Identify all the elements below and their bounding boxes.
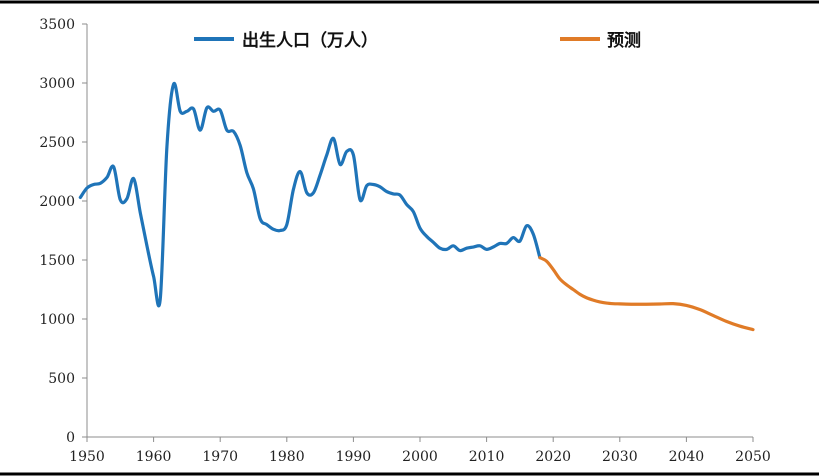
y-tick-label: 2000 xyxy=(39,194,75,210)
y-tick-label: 2500 xyxy=(39,135,75,151)
y-tick-label: 3500 xyxy=(39,17,75,33)
x-axis-ticks: 1950 1960 1970 1980 1990 2000 2010 2020 2030 2040… xyxy=(69,437,771,465)
y-tick-label: 500 xyxy=(48,371,75,387)
series-layer xyxy=(78,81,755,332)
y-tick-label: 0 xyxy=(66,430,75,446)
x-tick-label: 2050 xyxy=(735,449,771,465)
y-tick-label: 1000 xyxy=(39,312,75,328)
x-tick-label: 1950 xyxy=(69,449,105,465)
x-tick-label: 2040 xyxy=(669,449,705,465)
x-tick-label: 1970 xyxy=(202,449,238,465)
x-tick-label: 1980 xyxy=(269,449,305,465)
x-tick-label: 2020 xyxy=(535,449,571,465)
y-tick-label: 3000 xyxy=(39,76,75,92)
x-tick-label: 2000 xyxy=(402,449,438,465)
series-line-actual xyxy=(78,81,542,308)
series-line-forecast xyxy=(538,256,755,332)
y-axis-ticks: 0 500 1000 1500 2000 2500 3000 3500 xyxy=(39,17,87,446)
x-tick-label: 1960 xyxy=(136,449,172,465)
x-tick-label: 2030 xyxy=(602,449,638,465)
y-tick-label: 1500 xyxy=(39,253,75,269)
legend-label-actual: 出生人口（万人） xyxy=(242,30,378,51)
legend: 出生人口（万人） 预测 xyxy=(194,30,641,51)
x-tick-label: 2010 xyxy=(469,449,505,465)
legend-label-forecast: 预测 xyxy=(607,30,641,51)
x-tick-label: 1990 xyxy=(336,449,372,465)
